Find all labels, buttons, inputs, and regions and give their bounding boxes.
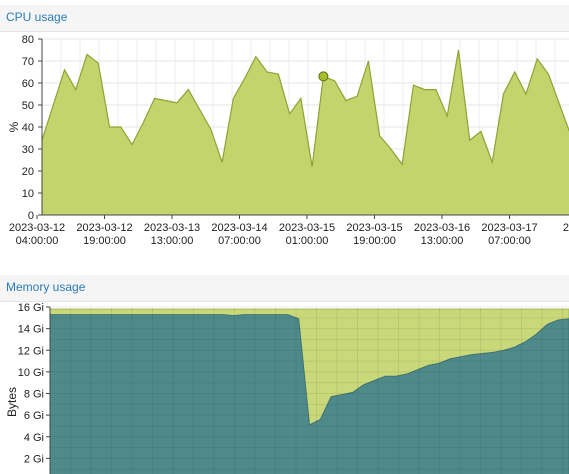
cpu-x-tick-label-time: 13:00:00 [421,235,464,247]
memory-y-tick-label: 12 Gi [18,345,44,357]
cpu-y-tick-label: 20 [22,166,34,178]
cpu-y-tick-label: 60 [22,78,34,90]
cpu-x-tick-label-date: 2023-03-12 [76,222,132,234]
cpu-y-tick-label: 70 [22,56,34,68]
cpu-y-tick-label: 40 [22,122,34,134]
cpu-x-tick-label-time: 07:00:00 [218,235,261,247]
cpu-y-axis-label: % [7,121,21,132]
cpu-y-tick-label: 30 [22,144,34,156]
cpu-x-tick-label-time: 19:00:00 [83,235,126,247]
cpu-panel-header: CPU usage [0,5,569,32]
cpu-x-tick-label-time: 04:00:00 [16,235,59,247]
memory-y-tick-label: 14 Gi [18,324,44,336]
cpu-y-tick-label: 50 [22,100,34,112]
cpu-y-tick-label: 0 [28,210,34,222]
cpu-x-tick-label-date: 2023-03-17 [481,222,537,234]
memory-y-tick-label: 2 Gi [24,453,44,465]
cpu-x-tick-label-date: 2023-03-14 [211,222,267,234]
cpu-x-tick-label-date: 2023-03-12 [9,222,65,234]
cpu-series-line [41,49,569,167]
cpu-x-tick-label-time: 07:00:00 [488,235,531,247]
cpu-x-tick-label-time: 19:00:00 [353,235,396,247]
cpu-panel-title: CPU usage [6,10,68,24]
cpu-hover-point [318,71,329,82]
memory-usage-chart[interactable]: 2 Gi 4 Gi 6 Gi 8 Gi 10 Gi 12 Gi 14 Gi 16 Gi Byte… [0,302,569,474]
memory-y-tick-label: 8 Gi [24,389,44,401]
cpu-x-tick-label-date: 2023-03-13 [144,222,200,234]
cpu-y-tick-label: 10 [22,188,34,200]
memory-panel-title: Memory usage [6,280,86,294]
memory-y-tick-label: 10 Gi [18,367,44,379]
cpu-usage-chart[interactable]: 01020304050607080%2023-03-1204:00:002023… [0,32,569,272]
cpu-x-tick-label-time: 01:00:00 [286,235,329,247]
memory-y-tick-label: 4 Gi [24,432,44,444]
cpu-x-tick-label-date: 2023-03-15 [346,222,402,234]
cpu-series-area [42,50,569,215]
memory-y-tick-label: 16 Gi [18,302,44,314]
memory-panel-header: Memory usage [0,275,569,302]
memory-y-tick-label: 6 Gi [24,410,44,422]
cpu-y-tick-label: 80 [22,34,34,46]
memory-y-axis-label: Bytes [5,387,19,417]
memory-used-area [49,314,569,474]
cpu-x-tick-label-date: 2023-03-16 [414,222,470,234]
cpu-x-tick-label-date: 2023- [563,222,569,234]
cpu-x-tick-label-time: 13:00:00 [151,235,194,247]
cpu-x-tick-label-date: 2023-03-15 [279,222,335,234]
